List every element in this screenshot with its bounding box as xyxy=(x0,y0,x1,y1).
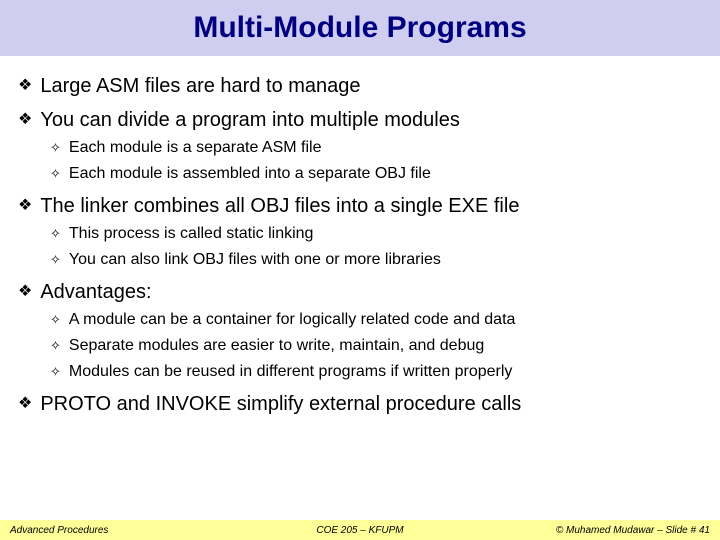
diamond-icon: ❖ xyxy=(18,74,32,98)
sub-bullet-text: A module can be a container for logicall… xyxy=(69,310,516,330)
bullet-text: Large ASM files are hard to manage xyxy=(40,74,360,98)
open-diamond-icon: ✧ xyxy=(50,164,61,184)
sub-bullet-item: ✧ A module can be a container for logica… xyxy=(50,310,702,330)
title-bar: Multi-Module Programs xyxy=(0,0,720,56)
content-area: ❖ Large ASM files are hard to manage ❖ Y… xyxy=(0,56,720,416)
sub-bullet-text: You can also link OBJ files with one or … xyxy=(69,250,441,270)
bullet-text: PROTO and INVOKE simplify external proce… xyxy=(40,392,521,416)
diamond-icon: ❖ xyxy=(18,194,32,218)
bullet-item: ❖ PROTO and INVOKE simplify external pro… xyxy=(18,392,702,416)
sub-bullet-item: ✧ Separate modules are easier to write, … xyxy=(50,336,702,356)
sub-list: ✧ Each module is a separate ASM file ✧ E… xyxy=(50,138,702,184)
bullet-text: Advantages: xyxy=(40,280,151,304)
open-diamond-icon: ✧ xyxy=(50,224,61,244)
sub-bullet-text: This process is called static linking xyxy=(69,224,314,244)
open-diamond-icon: ✧ xyxy=(50,362,61,382)
sub-bullet-text: Each module is assembled into a separate… xyxy=(69,164,431,184)
sub-bullet-item: ✧ You can also link OBJ files with one o… xyxy=(50,250,702,270)
slide-title: Multi-Module Programs xyxy=(193,11,526,45)
sub-list: ✧ A module can be a container for logica… xyxy=(50,310,702,382)
sub-bullet-text: Modules can be reused in different progr… xyxy=(69,362,512,382)
sub-bullet-text: Each module is a separate ASM file xyxy=(69,138,322,158)
sub-bullet-item: ✧ This process is called static linking xyxy=(50,224,702,244)
sub-bullet-item: ✧ Each module is a separate ASM file xyxy=(50,138,702,158)
open-diamond-icon: ✧ xyxy=(50,250,61,270)
sub-list: ✧ This process is called static linking … xyxy=(50,224,702,270)
footer-bar: Advanced Procedures COE 205 – KFUPM © Mu… xyxy=(0,520,720,540)
diamond-icon: ❖ xyxy=(18,280,32,304)
sub-bullet-item: ✧ Modules can be reused in different pro… xyxy=(50,362,702,382)
bullet-item: ❖ You can divide a program into multiple… xyxy=(18,108,702,132)
bullet-item: ❖ The linker combines all OBJ files into… xyxy=(18,194,702,218)
footer-mid: COE 205 – KFUPM xyxy=(243,525,476,536)
bullet-text: You can divide a program into multiple m… xyxy=(40,108,460,132)
bullet-item: ❖ Large ASM files are hard to manage xyxy=(18,74,702,98)
open-diamond-icon: ✧ xyxy=(50,310,61,330)
footer-left: Advanced Procedures xyxy=(0,525,243,536)
footer-right: © Muhamed Mudawar – Slide # 41 xyxy=(477,525,720,536)
bullet-text: The linker combines all OBJ files into a… xyxy=(40,194,519,218)
open-diamond-icon: ✧ xyxy=(50,138,61,158)
diamond-icon: ❖ xyxy=(18,392,32,416)
bullet-item: ❖ Advantages: xyxy=(18,280,702,304)
sub-bullet-text: Separate modules are easier to write, ma… xyxy=(69,336,484,356)
open-diamond-icon: ✧ xyxy=(50,336,61,356)
diamond-icon: ❖ xyxy=(18,108,32,132)
sub-bullet-item: ✧ Each module is assembled into a separa… xyxy=(50,164,702,184)
